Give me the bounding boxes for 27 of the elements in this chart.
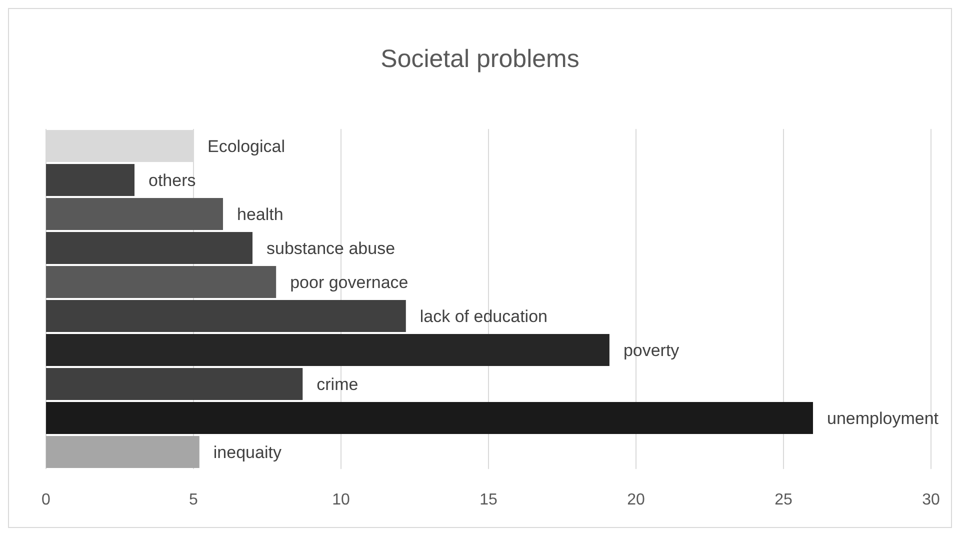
x-tick-label: 10 — [332, 491, 350, 508]
bar — [46, 402, 813, 434]
x-tick-label: 15 — [480, 491, 498, 508]
x-tick-label: 25 — [774, 491, 792, 508]
y-tick-label: substance abuse — [266, 239, 396, 258]
bar — [46, 232, 252, 264]
y-tick-label: lack of education — [420, 307, 548, 326]
x-tick-label: 0 — [42, 491, 51, 508]
x-tick-label: 20 — [627, 491, 645, 508]
bar — [46, 436, 200, 468]
y-tick-label: Ecological — [208, 137, 285, 156]
bar — [46, 198, 223, 230]
y-tick-label: health — [237, 205, 284, 224]
y-tick-label: crime — [316, 375, 358, 394]
bar — [46, 334, 610, 366]
bar — [46, 164, 134, 196]
bar — [46, 300, 406, 332]
x-tick-label: 30 — [922, 491, 940, 508]
y-tick-label: poor governace — [290, 273, 408, 292]
y-tick-label: poverty — [623, 341, 680, 360]
y-tick-label: unemployment — [827, 409, 939, 428]
x-tick-label: 5 — [189, 491, 198, 508]
y-tick-label: inequaity — [213, 443, 282, 462]
y-tick-label: others — [148, 171, 196, 190]
bar — [46, 266, 276, 298]
bar — [46, 368, 303, 400]
chart-title: Societal problems — [380, 45, 580, 74]
